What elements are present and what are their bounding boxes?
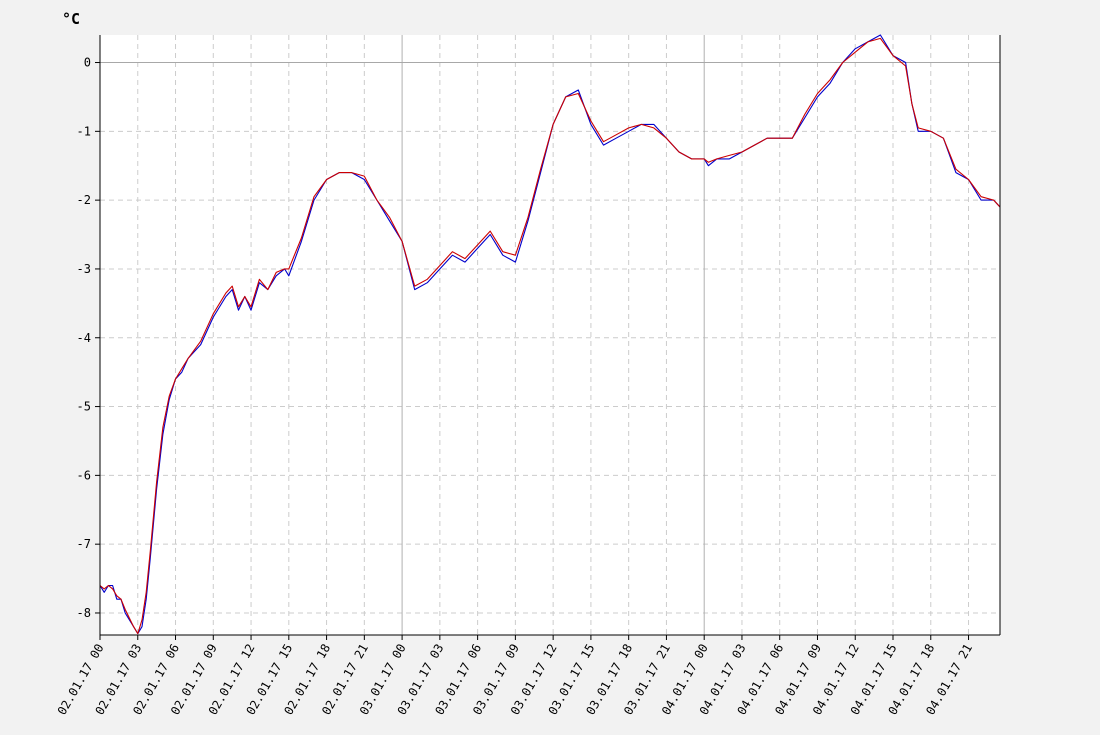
y-tick-label: -4	[77, 331, 91, 345]
y-tick-label: 0	[84, 56, 91, 70]
y-tick-label: -2	[77, 193, 91, 207]
y-tick-label: -7	[77, 537, 91, 551]
plot-area	[100, 35, 1000, 635]
axes	[95, 35, 1001, 640]
series-line-2	[99, 37, 1001, 635]
y-unit-label: °C	[62, 10, 80, 28]
series-line-1	[99, 34, 1001, 635]
series-layer	[99, 34, 1001, 635]
y-tick-label: -3	[77, 262, 91, 276]
y-tick-label: -6	[77, 468, 91, 482]
y-tick-label: -8	[77, 606, 91, 620]
grid-lines	[100, 35, 1000, 635]
y-tick-label: -1	[77, 124, 91, 138]
y-tick-label: -5	[77, 400, 91, 414]
